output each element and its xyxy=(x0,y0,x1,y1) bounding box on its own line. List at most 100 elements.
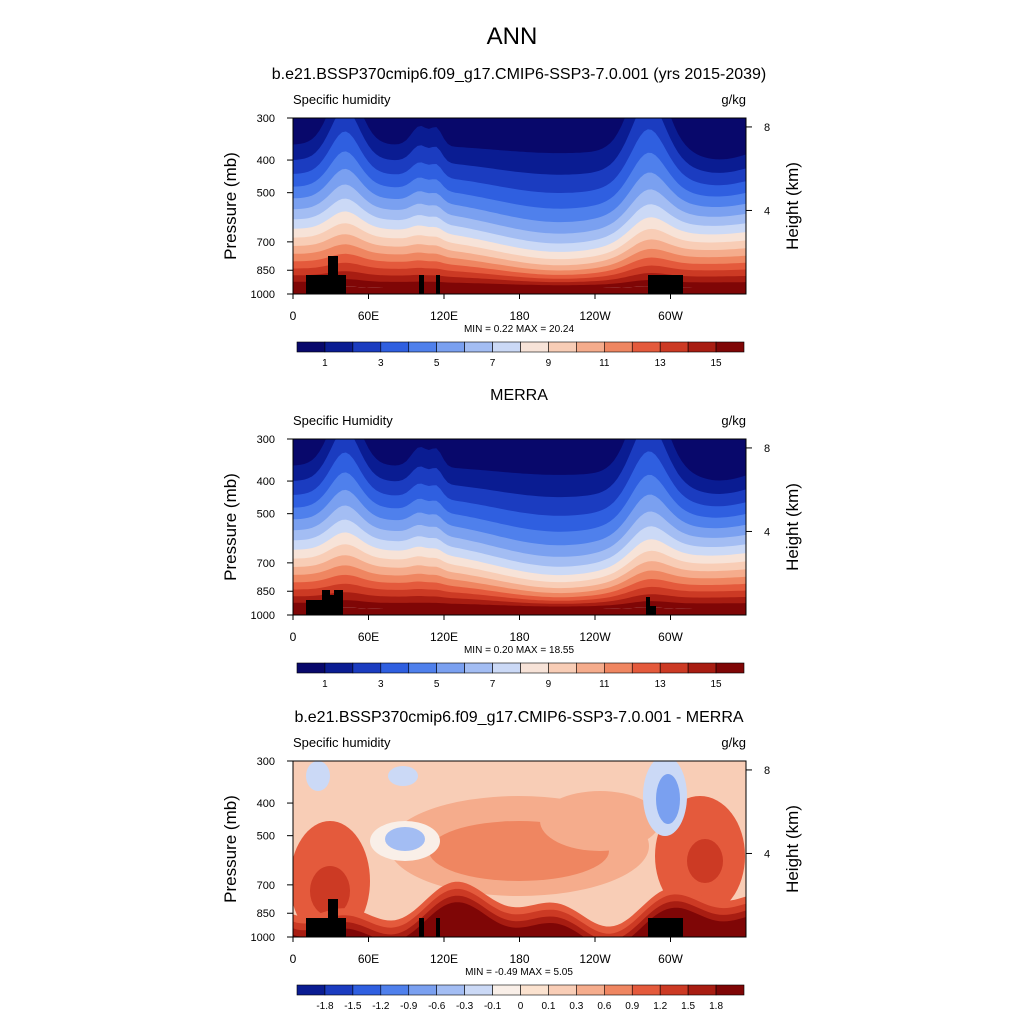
colorbar-label: 11 xyxy=(599,358,610,369)
contour-band xyxy=(293,118,746,160)
colorbar-label: 13 xyxy=(655,358,667,369)
colorbar-label: 1.8 xyxy=(709,1001,723,1012)
contour-band xyxy=(687,839,723,883)
contour-band xyxy=(388,766,418,786)
x-tick-label: 120W xyxy=(579,952,611,966)
colorbar-label: 1.5 xyxy=(681,1001,695,1012)
x-tick-label: 120E xyxy=(430,952,458,966)
colorbar-swatch xyxy=(659,341,689,353)
main-title: ANN xyxy=(487,23,538,50)
x-tick-label: 60E xyxy=(358,630,379,644)
x-tick-label: 0 xyxy=(290,952,297,966)
y-tick-label: 850 xyxy=(257,265,275,277)
colorbar-label: 15 xyxy=(711,358,723,369)
colorbar-label: -1.5 xyxy=(344,1001,362,1012)
colorbar-label: 13 xyxy=(655,679,667,690)
y-tick-label: 500 xyxy=(257,831,275,843)
y-tick-label: 400 xyxy=(257,476,275,488)
colorbar-swatch xyxy=(576,341,605,353)
y-tick-label: 400 xyxy=(257,155,275,167)
contour-band xyxy=(293,286,746,294)
colorbar-swatch xyxy=(520,341,549,353)
colorbar-swatch xyxy=(380,984,410,996)
colorbar-swatch xyxy=(715,341,745,353)
colorbar-swatch xyxy=(659,984,689,996)
x-tick-label: 0 xyxy=(290,630,297,644)
x-tick-label: 0 xyxy=(290,309,297,323)
colorbar-swatch xyxy=(492,341,521,353)
colorbar-label: 11 xyxy=(599,679,610,690)
colorbar-swatch xyxy=(408,984,437,996)
y-tick-label: 400 xyxy=(257,798,275,810)
colorbar-swatch xyxy=(408,662,437,674)
colorbar-swatch xyxy=(604,984,633,996)
contour-band xyxy=(306,761,330,791)
y-tick-label: 1000 xyxy=(251,610,275,622)
topography-mask xyxy=(328,256,338,294)
chart-panel-3: b.e21.BSSP370cmip6.f09_g17.CMIP6-SSP3-7.… xyxy=(221,709,802,1012)
contour-band xyxy=(656,774,680,824)
contour-band xyxy=(310,866,350,916)
y-tick-label: 300 xyxy=(257,756,275,768)
colorbar-swatch xyxy=(548,662,577,674)
y2-axis-label: Height (km) xyxy=(783,483,802,571)
colorbar-swatch xyxy=(324,662,354,674)
y2-tick-label: 4 xyxy=(764,205,770,217)
colorbar-swatch xyxy=(687,984,717,996)
colorbar-swatch xyxy=(380,341,410,353)
colorbar-swatch xyxy=(492,662,521,674)
x-tick-label: 60E xyxy=(358,952,379,966)
colorbar-swatch xyxy=(715,662,745,674)
y2-tick-label: 8 xyxy=(764,765,770,777)
y-tick-label: 850 xyxy=(257,586,275,598)
y-tick-label: 300 xyxy=(257,434,275,446)
colorbar-label: -0.6 xyxy=(428,1001,446,1012)
colorbar-swatch xyxy=(408,341,437,353)
colorbar-label: 1 xyxy=(322,358,328,369)
topography-mask xyxy=(334,590,343,615)
topography-mask xyxy=(306,918,346,937)
colorbar-label: -0.9 xyxy=(400,1001,418,1012)
y-tick-label: 500 xyxy=(257,188,275,200)
colorbar-swatch xyxy=(715,984,745,996)
y-tick-label: 850 xyxy=(257,908,275,920)
colorbar-swatch xyxy=(380,662,410,674)
y2-axis-label: Height (km) xyxy=(783,162,802,250)
colorbar-swatch xyxy=(548,984,577,996)
y2-tick-label: 4 xyxy=(764,848,770,860)
field-label: Specific humidity xyxy=(293,92,391,107)
contour-band xyxy=(540,791,660,851)
colorbar-label: 0.3 xyxy=(569,1001,583,1012)
chart-panel-1: b.e21.BSSP370cmip6.f09_g17.CMIP6-SSP3-7.… xyxy=(221,66,802,369)
contour-band xyxy=(385,827,425,851)
colorbar-label: 0.6 xyxy=(597,1001,611,1012)
colorbar-label: 3 xyxy=(378,358,384,369)
panel-title: MERRA xyxy=(490,387,548,404)
contour-band xyxy=(293,888,746,937)
panel-title: b.e21.BSSP370cmip6.f09_g17.CMIP6-SSP3-7.… xyxy=(272,66,767,83)
topography-mask xyxy=(419,275,424,294)
colorbar-swatch xyxy=(520,662,549,674)
colorbar-swatch xyxy=(436,662,465,674)
colorbar-label: 0.9 xyxy=(625,1001,639,1012)
colorbar-swatch xyxy=(576,984,605,996)
topography-mask xyxy=(328,899,338,937)
colorbar-swatch xyxy=(436,341,465,353)
colorbar-label: 7 xyxy=(490,679,496,690)
colorbar-swatch xyxy=(520,984,549,996)
x-tick-label: 60W xyxy=(658,309,683,323)
y2-tick-label: 8 xyxy=(764,122,770,134)
topography-mask xyxy=(648,918,683,937)
y2-axis-label: Height (km) xyxy=(783,805,802,893)
contour-field xyxy=(293,118,746,294)
colorbar-label: 3 xyxy=(378,679,384,690)
colorbar-label: 1 xyxy=(322,679,328,690)
colorbar-swatch xyxy=(631,984,661,996)
field-label: Specific humidity xyxy=(293,735,391,750)
colorbar-label: 15 xyxy=(711,679,723,690)
colorbar-swatch xyxy=(464,662,493,674)
y-tick-label: 700 xyxy=(257,237,275,249)
x-tick-label: 180 xyxy=(509,309,529,323)
colorbar-label: 1.2 xyxy=(653,1001,667,1012)
